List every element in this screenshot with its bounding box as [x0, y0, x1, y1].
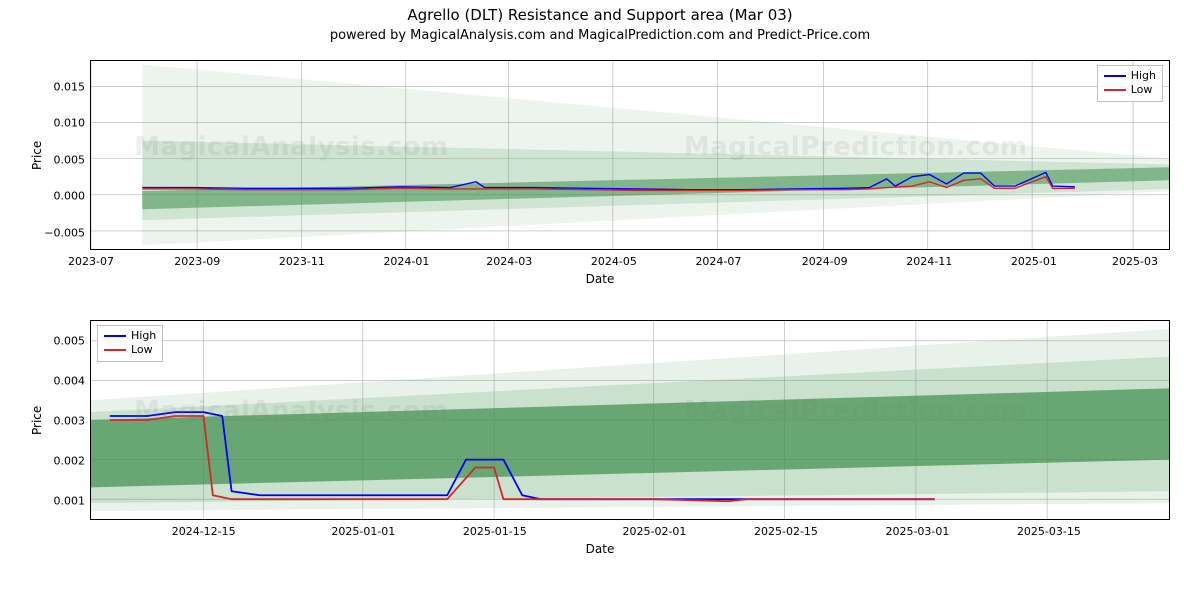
legend-swatch: [104, 349, 126, 351]
x-tick-label: 2025-01: [1011, 255, 1057, 268]
chart-title: Agrello (DLT) Resistance and Support are…: [0, 6, 1200, 24]
x-tick-label: 2024-12-15: [172, 525, 236, 538]
legend-item-low: Low: [1104, 83, 1156, 97]
y-tick-label: 0.004: [54, 375, 92, 388]
legend-swatch: [1104, 75, 1126, 77]
x-axis-label: Date: [0, 272, 1200, 286]
y-tick-label: 0.001: [54, 495, 92, 508]
x-tick-label: 2025-02-01: [623, 525, 687, 538]
y-tick-label: 0.003: [54, 415, 92, 428]
x-axis-label: Date: [0, 542, 1200, 556]
y-axis-label: Price: [30, 406, 44, 435]
x-tick-label: 2023-09: [174, 255, 220, 268]
chart-canvas-top: [91, 61, 1169, 249]
x-tick-label: 2025-03: [1112, 255, 1158, 268]
legend-item-high: High: [1104, 69, 1156, 83]
x-tick-label: 2024-03: [486, 255, 532, 268]
x-tick-label: 2025-02-15: [754, 525, 818, 538]
y-tick-label: 0.005: [54, 153, 92, 166]
y-tick-label: 0.010: [54, 117, 92, 130]
chart-canvas-bottom: [91, 321, 1169, 519]
legend-item-low: Low: [104, 343, 156, 357]
x-tick-label: 2024-01: [383, 255, 429, 268]
x-tick-label: 2024-07: [695, 255, 741, 268]
x-tick-label: 2025-03-01: [885, 525, 949, 538]
chart-panel-top: MagicalAnalysis.com MagicalPrediction.co…: [90, 60, 1170, 250]
chart-panel-bottom: MagicalAnalysis.com MagicalPrediction.co…: [90, 320, 1170, 520]
x-tick-label: 2024-09: [802, 255, 848, 268]
y-axis-label: Price: [30, 141, 44, 170]
x-tick-label: 2025-01-01: [331, 525, 395, 538]
legend-swatch: [1104, 89, 1126, 91]
figure: Agrello (DLT) Resistance and Support are…: [0, 0, 1200, 600]
legend-item-high: High: [104, 329, 156, 343]
y-tick-label: 0.000: [54, 190, 92, 203]
legend-swatch: [104, 335, 126, 337]
x-tick-label: 2024-05: [591, 255, 637, 268]
y-tick-label: 0.005: [54, 335, 92, 348]
x-tick-label: 2025-01-15: [463, 525, 527, 538]
legend-label: High: [1131, 69, 1156, 83]
chart-subtitle: powered by MagicalAnalysis.com and Magic…: [0, 28, 1200, 43]
legend-label: High: [131, 329, 156, 343]
legend-label: Low: [1131, 83, 1153, 97]
legend: High Low: [97, 325, 163, 362]
legend: High Low: [1097, 65, 1163, 102]
y-tick-label: −0.005: [44, 226, 91, 239]
x-tick-label: 2025-03-15: [1017, 525, 1081, 538]
y-tick-label: 0.015: [54, 80, 92, 93]
x-tick-label: 2024-11: [906, 255, 952, 268]
x-tick-label: 2023-11: [279, 255, 325, 268]
legend-label: Low: [131, 343, 153, 357]
y-tick-label: 0.002: [54, 455, 92, 468]
x-tick-label: 2023-07: [68, 255, 114, 268]
